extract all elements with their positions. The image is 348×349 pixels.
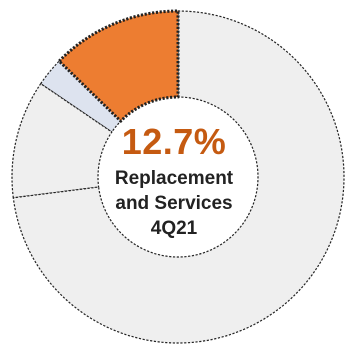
center-value-label: 12.7%: [121, 121, 227, 162]
donut-slice: [12, 10, 345, 344]
center-description-line-3: 4Q21: [150, 218, 198, 239]
donut-slice-highlighted: [57, 9, 180, 123]
donut-slices: [11, 9, 345, 344]
center-description-line-1: Replacement: [114, 168, 234, 189]
donut-slice: [11, 83, 113, 199]
center-description-line-2: and Services: [115, 193, 233, 214]
